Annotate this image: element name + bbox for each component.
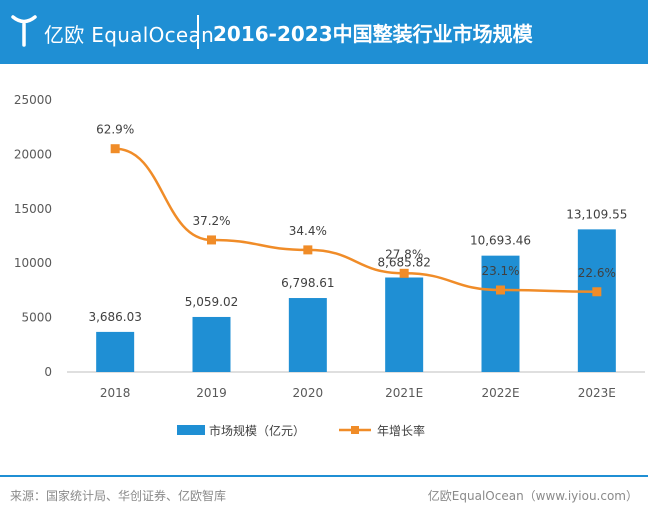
growth-marker [207,235,216,245]
y-tick-label: 10000 [14,256,52,270]
y-tick-label: 20000 [14,147,52,161]
growth-value-label: 27.8% [385,247,423,261]
bar-value-label: 13,109.55 [566,207,627,221]
growth-marker [592,287,602,297]
header-banner: 亿欧 EqualOcean 2016-2023中国整装行业市场规模 [0,0,648,64]
growth-line [115,147,597,294]
x-tick-label: 2018 [100,386,131,400]
x-tick-label: 2022E [481,386,519,400]
bar-value-label: 6,798.61 [281,276,334,290]
y-tick-label: 15000 [14,202,52,216]
bar-value-label: 10,693.46 [470,234,531,248]
growth-marker [399,268,409,278]
page-title: 2016-2023中国整装行业市场规模 [213,22,533,46]
source-note: 来源：国家统计局、华创证券、亿欧智库 [10,489,227,503]
logo-text: 亿欧 EqualOcean [44,23,215,47]
bar-value-label: 3,686.03 [88,310,141,324]
y-tick-label: 25000 [14,93,52,107]
header-divider [197,15,199,49]
growth-value-label: 62.9% [96,123,134,137]
growth-value-label: 23.1% [481,264,519,278]
growth-marker [303,245,313,255]
x-axis: 2018 2019 2020 2021E 2022E 2023E [67,371,645,400]
legend-line-label: 年增长率 [377,423,425,438]
line-series: 62.9% 37.2% 34.4% 27.8% 23.1% 22.6% [96,123,616,297]
x-tick-label: 2021E [385,386,423,400]
legend-line-marker [351,426,359,434]
legend-bar-swatch [177,425,205,435]
x-tick-label: 2023E [578,386,616,400]
growth-value-label: 37.2% [192,214,230,228]
footer-brand: 亿欧EqualOcean（www.iyiou.com） [427,489,638,503]
bar [481,255,520,372]
bar [288,298,327,372]
growth-marker [110,144,120,154]
growth-marker [496,285,505,295]
footer-divider [0,475,648,477]
growth-value-label: 34.4% [289,224,327,238]
legend-bar-label: 市场规模（亿元） [209,423,305,438]
growth-value-label: 22.6% [578,266,616,280]
y-tick-label: 5000 [21,311,52,325]
y-axis: 0 5000 10000 15000 20000 25000 [14,93,52,379]
x-tick-label: 2019 [196,386,227,400]
equalocean-logo-icon [11,15,37,47]
bar [577,229,616,372]
bar [192,316,231,372]
bar-value-label: 5,059.02 [185,295,238,309]
bar [385,277,424,372]
x-tick-label: 2020 [293,386,324,400]
chart-legend: 市场规模（亿元） 年增长率 [177,423,425,438]
bar-series: 3,686.03 5,059.02 6,798.61 8,685.82 10,693.4… [88,207,627,372]
y-tick-label: 0 [44,365,52,379]
bar [96,331,135,372]
bar-value-label: 8,685.82 [377,255,430,269]
